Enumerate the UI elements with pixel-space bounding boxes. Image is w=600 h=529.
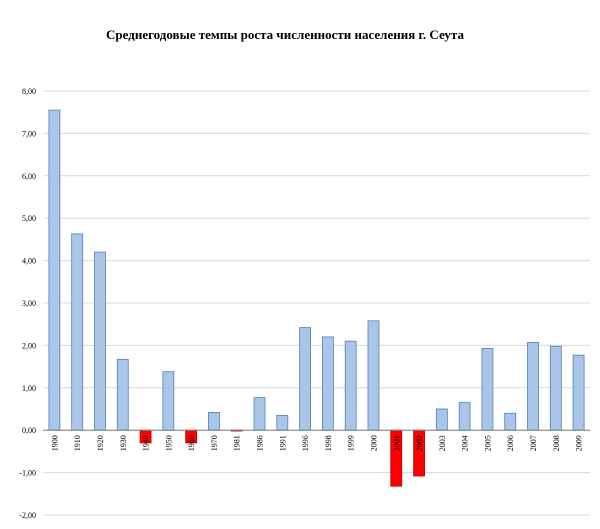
bar-1991	[276, 414, 289, 431]
x-tick-label: 1999	[347, 435, 356, 451]
y-tick-label: 8,00	[22, 87, 36, 96]
x-tick-label: 1940	[142, 435, 151, 451]
chart-title: Среднегодовые темпы роста численности на…	[106, 27, 464, 42]
x-tick-label: 1981	[233, 435, 242, 451]
bar-1986	[253, 397, 266, 431]
bar-2006	[504, 412, 517, 431]
x-tick-label: 1986	[256, 435, 265, 451]
bar-1950	[162, 371, 175, 431]
x-tick-label: 1930	[119, 435, 128, 451]
bar-1900	[48, 109, 61, 431]
x-tick-label: 2001	[392, 435, 401, 451]
x-tick-label: 2009	[575, 435, 584, 451]
bars	[48, 109, 585, 487]
y-tick-label: 0,00	[22, 426, 36, 435]
x-tick-label: 2005	[483, 435, 492, 451]
bar-1996	[299, 327, 312, 431]
bar-1910	[71, 233, 84, 431]
x-tick-label: 2007	[529, 435, 538, 451]
y-tick-label: 4,00	[22, 257, 36, 266]
x-tick-label: 1996	[301, 435, 310, 451]
y-tick-label: -2,00	[19, 511, 36, 520]
x-tick-label: 1920	[96, 435, 105, 451]
bar-2008	[549, 345, 562, 431]
x-tick-label: 2008	[552, 435, 561, 451]
y-tick-label: 5,00	[22, 214, 36, 223]
bar-2007	[527, 342, 539, 431]
x-tick-label: 1910	[73, 435, 82, 451]
y-tick-label: -1,00	[19, 469, 36, 478]
x-tick-label: 2006	[506, 435, 515, 451]
bar-2004	[458, 402, 471, 431]
y-tick-label: 7,00	[22, 129, 36, 138]
x-axis-tick-labels: 1900 1910 1920 1930 1940 1950 1960 1970 1981 1986…	[50, 435, 583, 451]
x-tick-label: 1960	[187, 435, 196, 451]
y-tick-label: 2,00	[22, 341, 36, 350]
bar-2005	[481, 347, 494, 431]
x-tick-label: 1900	[50, 435, 59, 451]
x-tick-label: 1970	[210, 435, 219, 451]
y-tick-label: 3,00	[22, 299, 36, 308]
y-tick-label: 1,00	[22, 384, 36, 393]
y-axis-tick-labels: -2,00 -1,00 0,00 1,00 2,00 3,00 4,00 5,00 6,00 7,…	[19, 87, 36, 520]
bar-2000	[367, 320, 380, 431]
x-tick-label: 1950	[164, 435, 173, 451]
x-tick-label: 2003	[438, 435, 447, 451]
bar-1930	[116, 358, 129, 431]
bar-1970	[208, 411, 220, 431]
x-tick-label: 2004	[461, 435, 470, 451]
x-tick-label: 1991	[278, 435, 287, 451]
x-tick-label: 1998	[324, 435, 333, 451]
x-tick-label: 2002	[415, 435, 424, 451]
x-tick-label: 2000	[369, 435, 378, 451]
bar-1999	[344, 340, 357, 431]
bar-1920	[94, 251, 106, 431]
y-tick-label: 6,00	[22, 172, 36, 181]
bar-2003	[435, 408, 448, 431]
bar-2009	[572, 354, 585, 431]
bar-1998	[321, 336, 334, 431]
